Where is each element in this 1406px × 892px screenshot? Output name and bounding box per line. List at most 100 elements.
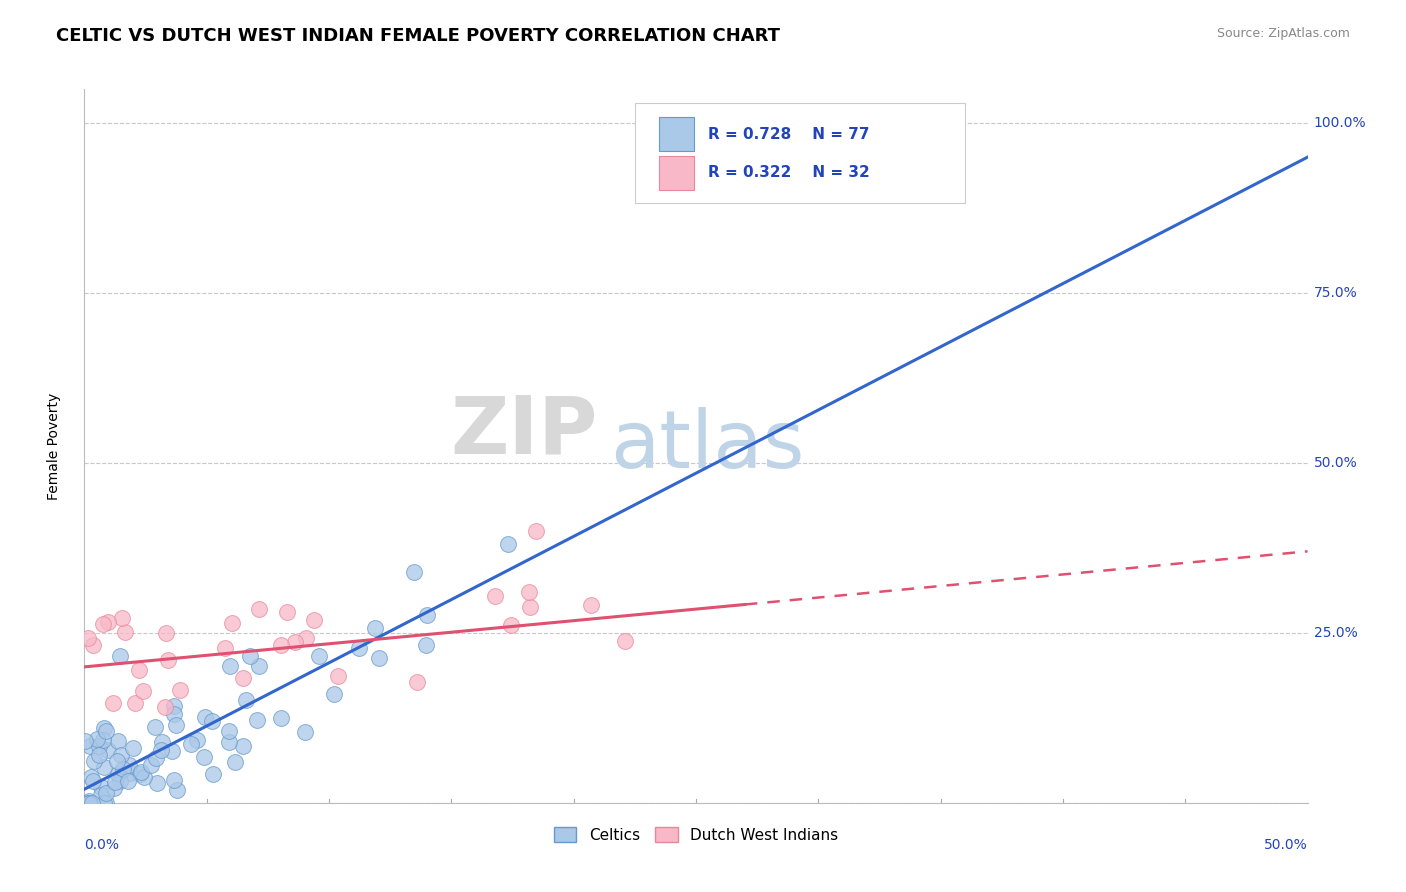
Text: atlas: atlas bbox=[610, 407, 804, 485]
Point bbox=[232, 739, 254, 754]
Point bbox=[76, 631, 98, 645]
Point bbox=[114, 624, 136, 639]
Point bbox=[155, 626, 177, 640]
Point bbox=[91, 733, 114, 747]
Point bbox=[284, 635, 307, 649]
Point bbox=[97, 743, 120, 757]
Point bbox=[406, 675, 429, 690]
Point bbox=[128, 663, 150, 677]
Point bbox=[302, 613, 325, 627]
Point bbox=[186, 732, 208, 747]
Text: 0.0%: 0.0% bbox=[84, 838, 120, 853]
Point bbox=[77, 796, 100, 810]
Point bbox=[124, 697, 146, 711]
Point bbox=[613, 634, 636, 648]
Text: 50.0%: 50.0% bbox=[1264, 838, 1308, 853]
Point bbox=[96, 796, 118, 810]
Point bbox=[108, 774, 131, 789]
Point bbox=[93, 721, 115, 735]
Point bbox=[150, 735, 173, 749]
Point bbox=[270, 638, 292, 652]
Point bbox=[326, 668, 349, 682]
Point bbox=[347, 640, 370, 655]
Point bbox=[80, 770, 103, 784]
Point bbox=[94, 786, 117, 800]
FancyBboxPatch shape bbox=[659, 155, 693, 190]
Point bbox=[218, 724, 240, 739]
Text: ZIP: ZIP bbox=[451, 392, 598, 471]
Point bbox=[93, 796, 115, 810]
Point bbox=[90, 780, 112, 794]
Point bbox=[404, 565, 426, 579]
Point bbox=[79, 739, 101, 753]
Point bbox=[221, 616, 243, 631]
Point bbox=[83, 754, 105, 768]
Point bbox=[155, 700, 177, 714]
Text: Source: ZipAtlas.com: Source: ZipAtlas.com bbox=[1216, 27, 1350, 40]
Point bbox=[90, 788, 112, 802]
Point bbox=[501, 618, 523, 632]
Point bbox=[163, 707, 186, 722]
Point bbox=[82, 638, 104, 652]
Point bbox=[82, 774, 104, 789]
Point bbox=[246, 713, 269, 727]
Point bbox=[107, 767, 129, 781]
Point bbox=[579, 598, 602, 612]
Point bbox=[162, 772, 184, 787]
Point bbox=[128, 767, 150, 781]
Point bbox=[103, 696, 125, 710]
Point bbox=[218, 734, 240, 748]
Point bbox=[519, 584, 541, 599]
Point bbox=[87, 739, 110, 754]
Point bbox=[166, 782, 188, 797]
Point bbox=[416, 607, 439, 622]
Point bbox=[247, 602, 270, 616]
Point bbox=[247, 658, 270, 673]
Text: Female Poverty: Female Poverty bbox=[46, 392, 60, 500]
Point bbox=[104, 775, 127, 789]
Point bbox=[294, 725, 316, 739]
Point bbox=[103, 780, 125, 795]
Point bbox=[201, 714, 224, 728]
Point bbox=[270, 711, 292, 725]
Text: R = 0.728    N = 77: R = 0.728 N = 77 bbox=[709, 127, 870, 142]
Point bbox=[239, 649, 262, 664]
Point bbox=[149, 743, 172, 757]
Point bbox=[86, 732, 108, 747]
Point bbox=[111, 762, 134, 776]
Point bbox=[110, 747, 132, 762]
Point bbox=[80, 796, 103, 810]
Text: CELTIC VS DUTCH WEST INDIAN FEMALE POVERTY CORRELATION CHART: CELTIC VS DUTCH WEST INDIAN FEMALE POVER… bbox=[56, 27, 780, 45]
Point bbox=[169, 683, 191, 698]
Point bbox=[89, 748, 111, 763]
Point bbox=[295, 632, 318, 646]
Point bbox=[132, 770, 155, 784]
Point bbox=[160, 744, 183, 758]
Point bbox=[484, 589, 506, 603]
Point bbox=[107, 734, 129, 748]
Point bbox=[94, 723, 117, 738]
Point bbox=[368, 651, 391, 665]
Point bbox=[129, 765, 152, 780]
Point bbox=[308, 649, 330, 664]
Text: R = 0.322    N = 32: R = 0.322 N = 32 bbox=[709, 165, 870, 180]
Point bbox=[163, 698, 186, 713]
Point bbox=[93, 617, 115, 632]
Point bbox=[202, 767, 225, 781]
Text: 50.0%: 50.0% bbox=[1313, 456, 1357, 470]
Point bbox=[224, 756, 246, 770]
Point bbox=[498, 537, 520, 551]
Point bbox=[364, 621, 387, 635]
Point bbox=[93, 760, 115, 774]
Point bbox=[111, 611, 134, 625]
Point bbox=[519, 599, 541, 614]
Point bbox=[132, 683, 155, 698]
Point bbox=[165, 718, 187, 732]
Text: 25.0%: 25.0% bbox=[1313, 626, 1357, 640]
Point bbox=[105, 754, 128, 768]
Point bbox=[120, 765, 142, 780]
Point bbox=[322, 687, 344, 701]
Point bbox=[524, 524, 547, 539]
Point bbox=[118, 758, 141, 772]
Point bbox=[76, 796, 98, 810]
